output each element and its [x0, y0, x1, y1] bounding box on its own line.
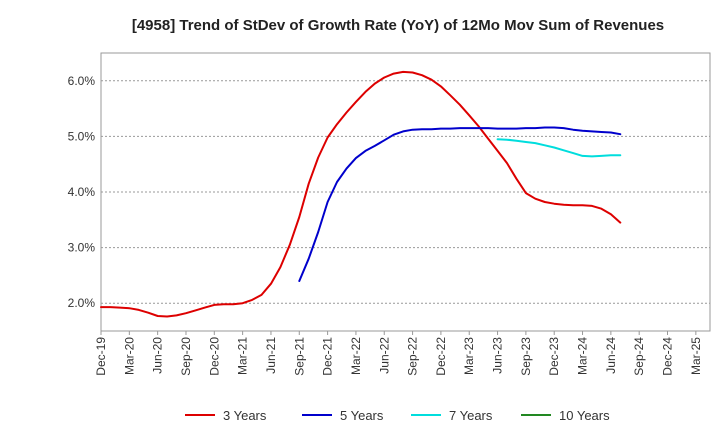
x-tick-label: Mar-25 [689, 337, 703, 375]
y-tick-label: 3.0% [68, 241, 96, 255]
x-tick-label: Jun-23 [491, 337, 505, 374]
legend: 3 Years 5 Years 7 Years 10 Years [185, 408, 610, 423]
x-tick-label: Dec-22 [434, 337, 448, 376]
x-tick-label: Mar-22 [349, 337, 363, 375]
x-tick-label: Dec-20 [207, 337, 221, 376]
legend-label: 5 Years [340, 408, 384, 423]
x-tick-label: Dec-19 [94, 337, 108, 376]
x-tick-label: Sep-21 [292, 337, 306, 376]
x-axis: Dec-19 Mar-20 Jun-20 Sep-20 Dec-20 Mar-21 Jun-… [94, 331, 703, 376]
x-tick-label: Sep-24 [632, 337, 646, 376]
x-tick-label: Sep-22 [406, 337, 420, 376]
legend-label: 3 Years [223, 408, 267, 423]
y-tick-label: 5.0% [68, 129, 96, 143]
x-tick-label: Sep-20 [179, 337, 193, 376]
series-lines [100, 70, 622, 318]
y-tick-label: 6.0% [68, 74, 96, 88]
y-tick-label: 4.0% [68, 185, 96, 199]
series-line-3-years [100, 70, 622, 318]
x-tick-label: Mar-24 [576, 337, 590, 375]
grid-lines [101, 80, 710, 304]
x-tick-label: Jun-20 [151, 337, 165, 374]
x-tick-label: Dec-21 [321, 337, 335, 376]
legend-label: 10 Years [559, 408, 610, 423]
x-tick-label: Mar-20 [122, 337, 136, 375]
legend-label: 7 Years [449, 408, 493, 423]
x-tick-label: Jun-24 [604, 337, 618, 374]
x-tick-label: Dec-24 [661, 337, 675, 376]
x-tick-label: Dec-23 [547, 337, 561, 376]
series-line-5-years [298, 126, 622, 282]
x-tick-label: Jun-22 [377, 337, 391, 374]
x-tick-label: Jun-21 [264, 337, 278, 374]
chart-title: [4958] Trend of StDev of Growth Rate (Yo… [132, 17, 664, 34]
series-line-7-years [496, 138, 622, 158]
y-tick-label: 2.0% [68, 296, 96, 310]
x-tick-label: Sep-23 [519, 337, 533, 376]
x-tick-label: Mar-21 [236, 337, 250, 375]
y-axis: 2.0% 3.0% 4.0% 5.0% 6.0% [68, 74, 96, 310]
x-tick-label: Mar-23 [462, 337, 476, 375]
